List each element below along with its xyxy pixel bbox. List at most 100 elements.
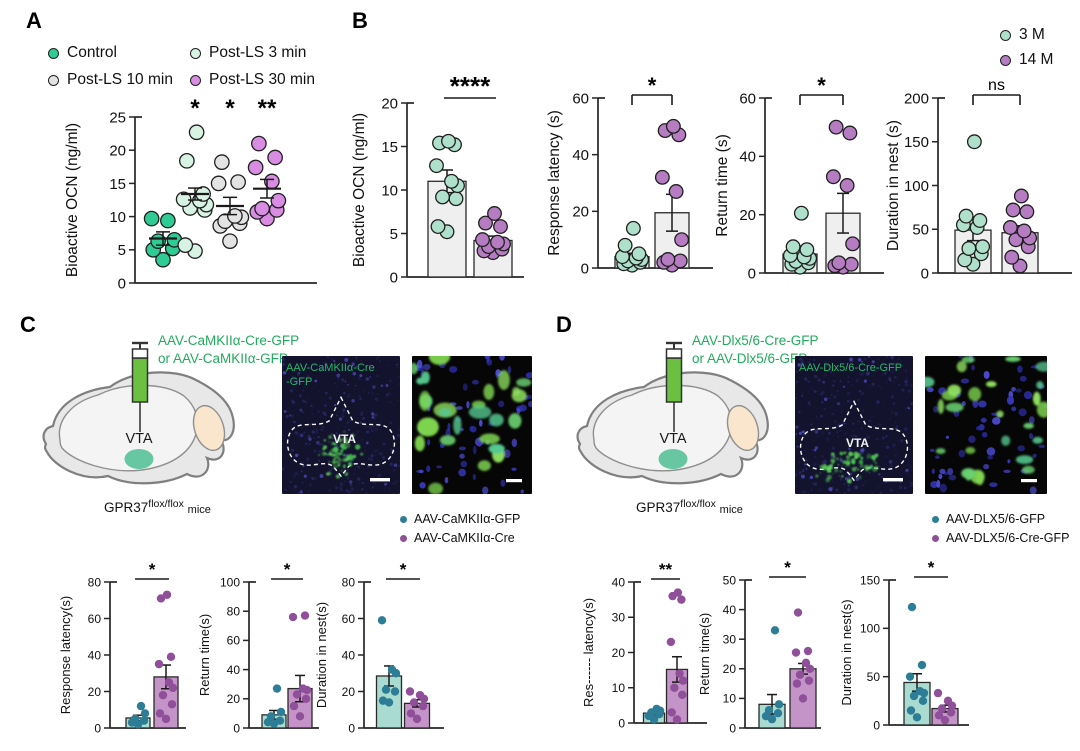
svg-text:Res------ latency(s): Res------ latency(s) xyxy=(581,598,596,707)
legend-dot-icon xyxy=(1000,54,1011,66)
mouse-line-label-d: GPR37flox/flox mice xyxy=(636,498,743,516)
svg-text:20: 20 xyxy=(612,646,626,660)
fluorescence-image-cells-high-d xyxy=(925,356,1047,494)
fluorescence-image-vta-low-c: VTA AAV-CaMKIIα-Cre -GFP xyxy=(282,356,400,494)
svg-text:20: 20 xyxy=(381,95,398,112)
svg-text:40: 40 xyxy=(342,648,356,662)
svg-text:150: 150 xyxy=(904,134,929,151)
svg-text:Bioactive OCN (ng/ml): Bioactive OCN (ng/ml) xyxy=(64,123,81,277)
svg-text:40: 40 xyxy=(739,149,756,166)
fluorescence-image-cells-high-c xyxy=(412,356,532,494)
svg-text:*: * xyxy=(784,558,791,577)
svg-text:*: * xyxy=(648,73,657,98)
chart-return-time-dlx: Return time(s) 0 10 20 30 40 50 * xyxy=(685,553,827,751)
svg-text:60: 60 xyxy=(88,612,102,626)
svg-text:80: 80 xyxy=(88,575,102,589)
legend-item: AAV-DLX5/6-GFP xyxy=(932,512,1069,526)
chart-duration-nest-camk: Duration in nest(s) 0 20 40 60 80 * xyxy=(300,553,452,751)
svg-text:80: 80 xyxy=(227,605,241,619)
legend-item: Post-LS 3 min xyxy=(190,44,315,62)
chart-response-latency-dlx: Res------ latency(s) 0 10 20 30 40 ** xyxy=(565,553,715,751)
legend-item: AAV-CaMKIIα-GFP xyxy=(400,512,520,526)
mouse-line-prefix: GPR37 xyxy=(104,500,149,515)
legend-label: 14 M xyxy=(1019,51,1054,68)
brain-region-label: VTA xyxy=(125,431,152,447)
svg-text:40: 40 xyxy=(88,648,102,662)
mouse-line-suffix: mice xyxy=(187,504,211,516)
svg-text:5: 5 xyxy=(390,226,398,243)
svg-text:0: 0 xyxy=(748,265,756,282)
svg-text:0: 0 xyxy=(94,721,101,735)
chart-return-time-camk: Return time(s) 0 20 40 60 80 100 * xyxy=(183,553,325,751)
svg-text:30: 30 xyxy=(723,633,737,647)
svg-text:60: 60 xyxy=(342,612,356,626)
svg-text:0: 0 xyxy=(873,718,880,732)
panel-b-label: B xyxy=(352,8,369,33)
legend-label: 3 M xyxy=(1019,26,1045,43)
legend-label: Control xyxy=(67,44,117,61)
svg-text:0: 0 xyxy=(729,721,736,735)
svg-text:20: 20 xyxy=(739,207,756,224)
svg-text:Duration in nest(s): Duration in nest(s) xyxy=(314,602,329,708)
svg-text:15: 15 xyxy=(381,139,398,156)
legend-dot-icon xyxy=(48,47,59,59)
svg-text:Return time(s): Return time(s) xyxy=(697,613,712,695)
svg-text:Duration in nest(s): Duration in nest(s) xyxy=(839,599,854,705)
panel-d-legend: AAV-DLX5/6-GFP AAV-DLX5/6-Cre-GFP xyxy=(932,512,1069,545)
injection-caption-c-line2: or AAV-CaMKIIα-GFP xyxy=(158,351,288,366)
panel-c-label: C xyxy=(20,312,37,337)
mouse-line-label-c: GPR37flox/flox mice xyxy=(104,498,211,516)
chart-bioactive-ocn-timecourse: Bioactive OCN (ng/ml) 0 5 10 15 20 25 * * ** xyxy=(45,85,345,307)
legend-dot-icon xyxy=(400,515,407,523)
micro-virus-label: AAV-Dlx5/6-Cre-GFP xyxy=(799,362,902,374)
svg-text:20: 20 xyxy=(723,662,737,676)
legend-item: 14 M xyxy=(1000,51,1053,69)
svg-text:*: * xyxy=(400,560,407,579)
legend-dot-icon xyxy=(190,47,201,59)
svg-text:20: 20 xyxy=(227,692,241,706)
legend-label: AAV-DLX5/6-Cre-GFP xyxy=(946,531,1070,545)
svg-text:100: 100 xyxy=(860,622,880,636)
svg-text:80: 80 xyxy=(342,575,356,589)
mouse-line-suffix: mice xyxy=(719,504,743,516)
svg-text:ns: ns xyxy=(988,77,1005,94)
svg-text:*: * xyxy=(284,560,291,579)
panel-d-label: D xyxy=(556,312,573,337)
brain-injection-diagram-c: VTA xyxy=(36,340,242,505)
chart-response-latency-camk: Response latency(s) 0 20 40 60 80 * xyxy=(40,553,192,751)
svg-text:20: 20 xyxy=(572,204,589,221)
micro-virus-label: AAV-CaMKIIα-Cre xyxy=(286,362,375,374)
panel-c-legend: AAV-CaMKIIα-GFP AAV-CaMKIIα-Cre xyxy=(400,512,520,545)
svg-text:10: 10 xyxy=(612,681,626,695)
legend-dot-icon xyxy=(932,534,939,542)
svg-text:0: 0 xyxy=(581,260,589,277)
injection-caption-d: AAV-Dlx5/6-Cre-GFP or AAV-Dlx5/6-GFP xyxy=(692,332,819,368)
svg-text:Response latency (s): Response latency (s) xyxy=(546,110,563,256)
legend-item: AAV-DLX5/6-Cre-GFP xyxy=(932,531,1069,545)
mouse-line-sup: flox/flox xyxy=(148,498,184,510)
chart-duration-nest-dlx: Duration in nest(s) 0 50 100 150 * xyxy=(825,553,977,751)
legend-label: Post-LS 10 min xyxy=(67,71,173,88)
panel-a-legend: Control Post-LS 3 min Post-LS 10 min Post-L… xyxy=(48,44,315,89)
svg-text:50: 50 xyxy=(867,670,881,684)
svg-text:**: ** xyxy=(258,95,277,122)
micro-region-label: VTA xyxy=(846,436,869,450)
svg-text:10: 10 xyxy=(381,182,398,199)
svg-text:Return time (s): Return time (s) xyxy=(714,134,731,237)
legend-dot-icon xyxy=(48,74,59,86)
svg-text:Bioactive OCN (ng/ml): Bioactive OCN (ng/ml) xyxy=(351,113,368,267)
svg-text:*: * xyxy=(817,73,826,98)
svg-text:20: 20 xyxy=(88,685,102,699)
svg-text:15: 15 xyxy=(109,176,126,193)
svg-text:0: 0 xyxy=(118,275,126,292)
svg-text:30: 30 xyxy=(612,611,626,625)
svg-text:20: 20 xyxy=(342,685,356,699)
mouse-line-prefix: GPR37 xyxy=(636,500,681,515)
svg-text:*: * xyxy=(190,95,200,122)
chart-response-latency-age: Response latency (s) 0 20 40 60 * xyxy=(545,72,720,298)
svg-text:0: 0 xyxy=(390,269,398,286)
svg-text:60: 60 xyxy=(739,90,756,107)
svg-text:*: * xyxy=(149,560,156,579)
svg-text:*: * xyxy=(928,558,935,577)
legend-label: AAV-CaMKIIα-Cre xyxy=(414,531,515,545)
